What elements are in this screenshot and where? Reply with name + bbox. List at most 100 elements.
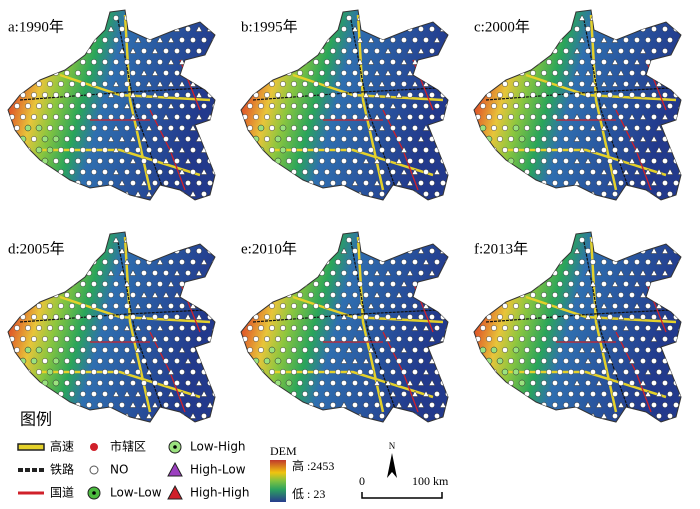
no-marker	[497, 92, 503, 98]
high-low-marker	[644, 168, 652, 175]
no-marker	[302, 81, 308, 87]
no-marker	[280, 347, 286, 353]
high-low-marker	[395, 113, 403, 120]
no-marker	[585, 180, 591, 186]
no-marker	[212, 15, 215, 21]
no-marker	[557, 303, 563, 309]
no-marker	[346, 259, 352, 265]
no-marker	[42, 336, 48, 342]
no-marker	[269, 303, 275, 309]
no-marker	[330, 314, 336, 320]
no-marker	[557, 281, 563, 287]
no-marker	[196, 180, 202, 186]
no-marker	[324, 303, 330, 309]
low-high-symbol	[173, 445, 177, 449]
no-marker	[412, 369, 418, 375]
no-marker	[36, 259, 42, 265]
no-marker	[440, 358, 446, 364]
low-high-marker	[268, 390, 276, 398]
no-marker	[629, 48, 635, 54]
no-marker	[64, 248, 70, 254]
no-marker	[557, 237, 563, 243]
no-marker	[568, 237, 574, 243]
high-low-marker	[378, 80, 386, 87]
no-marker	[634, 103, 640, 109]
no-marker	[102, 281, 108, 287]
high-low-marker	[167, 390, 175, 397]
low-high-marker	[274, 379, 282, 387]
no-marker	[69, 281, 75, 287]
no-marker	[20, 402, 26, 408]
no-marker	[286, 292, 292, 298]
no-marker	[69, 103, 75, 109]
no-marker	[596, 92, 602, 98]
high-low-marker	[677, 390, 681, 397]
high-low-marker	[573, 113, 581, 120]
no-marker	[662, 158, 668, 164]
no-marker	[407, 292, 413, 298]
no-marker	[596, 180, 602, 186]
high-low-marker	[123, 324, 131, 331]
no-marker	[141, 26, 147, 32]
no-marker	[412, 37, 418, 43]
no-marker	[152, 114, 158, 120]
no-marker	[91, 303, 97, 309]
no-marker	[418, 114, 424, 120]
no-marker	[508, 48, 514, 54]
low-high-marker	[19, 179, 27, 187]
no-marker	[341, 336, 347, 342]
no-marker	[524, 169, 530, 175]
no-marker	[36, 391, 42, 397]
no-marker	[14, 191, 20, 197]
high-low-marker	[367, 58, 375, 65]
high-low-marker	[422, 14, 430, 21]
panel-label: f:2013年	[474, 240, 528, 257]
high-low-marker	[428, 379, 436, 386]
no-marker	[163, 26, 169, 32]
no-marker	[319, 180, 325, 186]
no-marker	[91, 191, 97, 197]
no-marker	[557, 81, 563, 87]
no-marker	[530, 92, 536, 98]
high-low-marker	[422, 324, 430, 331]
no-marker	[97, 26, 103, 32]
high-low-marker	[167, 280, 175, 287]
no-marker	[113, 369, 119, 375]
high-low-marker	[400, 412, 408, 419]
no-marker	[302, 59, 308, 65]
no-marker	[58, 259, 64, 265]
high-low-marker	[395, 313, 403, 320]
no-marker	[264, 70, 270, 76]
no-marker	[491, 125, 497, 131]
no-marker	[502, 347, 508, 353]
no-marker	[80, 369, 86, 375]
no-marker	[563, 314, 569, 320]
no-marker	[535, 81, 541, 87]
no-marker	[629, 336, 635, 342]
no-marker	[667, 413, 673, 419]
high-low-marker	[145, 412, 153, 419]
no-marker	[552, 70, 558, 76]
no-marker	[64, 26, 70, 32]
high-low-marker	[595, 269, 603, 276]
high-low-marker	[417, 247, 425, 254]
no-marker	[502, 125, 508, 131]
high-low-marker	[439, 401, 447, 408]
low-high-marker	[24, 346, 32, 354]
no-marker	[258, 169, 264, 175]
no-marker	[201, 125, 207, 131]
no-marker	[623, 347, 629, 353]
no-marker	[508, 92, 514, 98]
no-marker	[91, 125, 97, 131]
dem-bar	[270, 460, 286, 502]
no-marker	[102, 237, 108, 243]
high-low-marker	[606, 69, 614, 76]
no-marker	[207, 92, 213, 98]
no-marker	[185, 336, 191, 342]
no-marker	[552, 92, 558, 98]
no-marker	[352, 70, 358, 76]
no-marker	[75, 248, 81, 254]
high-low-marker	[677, 124, 681, 131]
no-marker	[152, 248, 158, 254]
no-marker	[596, 70, 602, 76]
